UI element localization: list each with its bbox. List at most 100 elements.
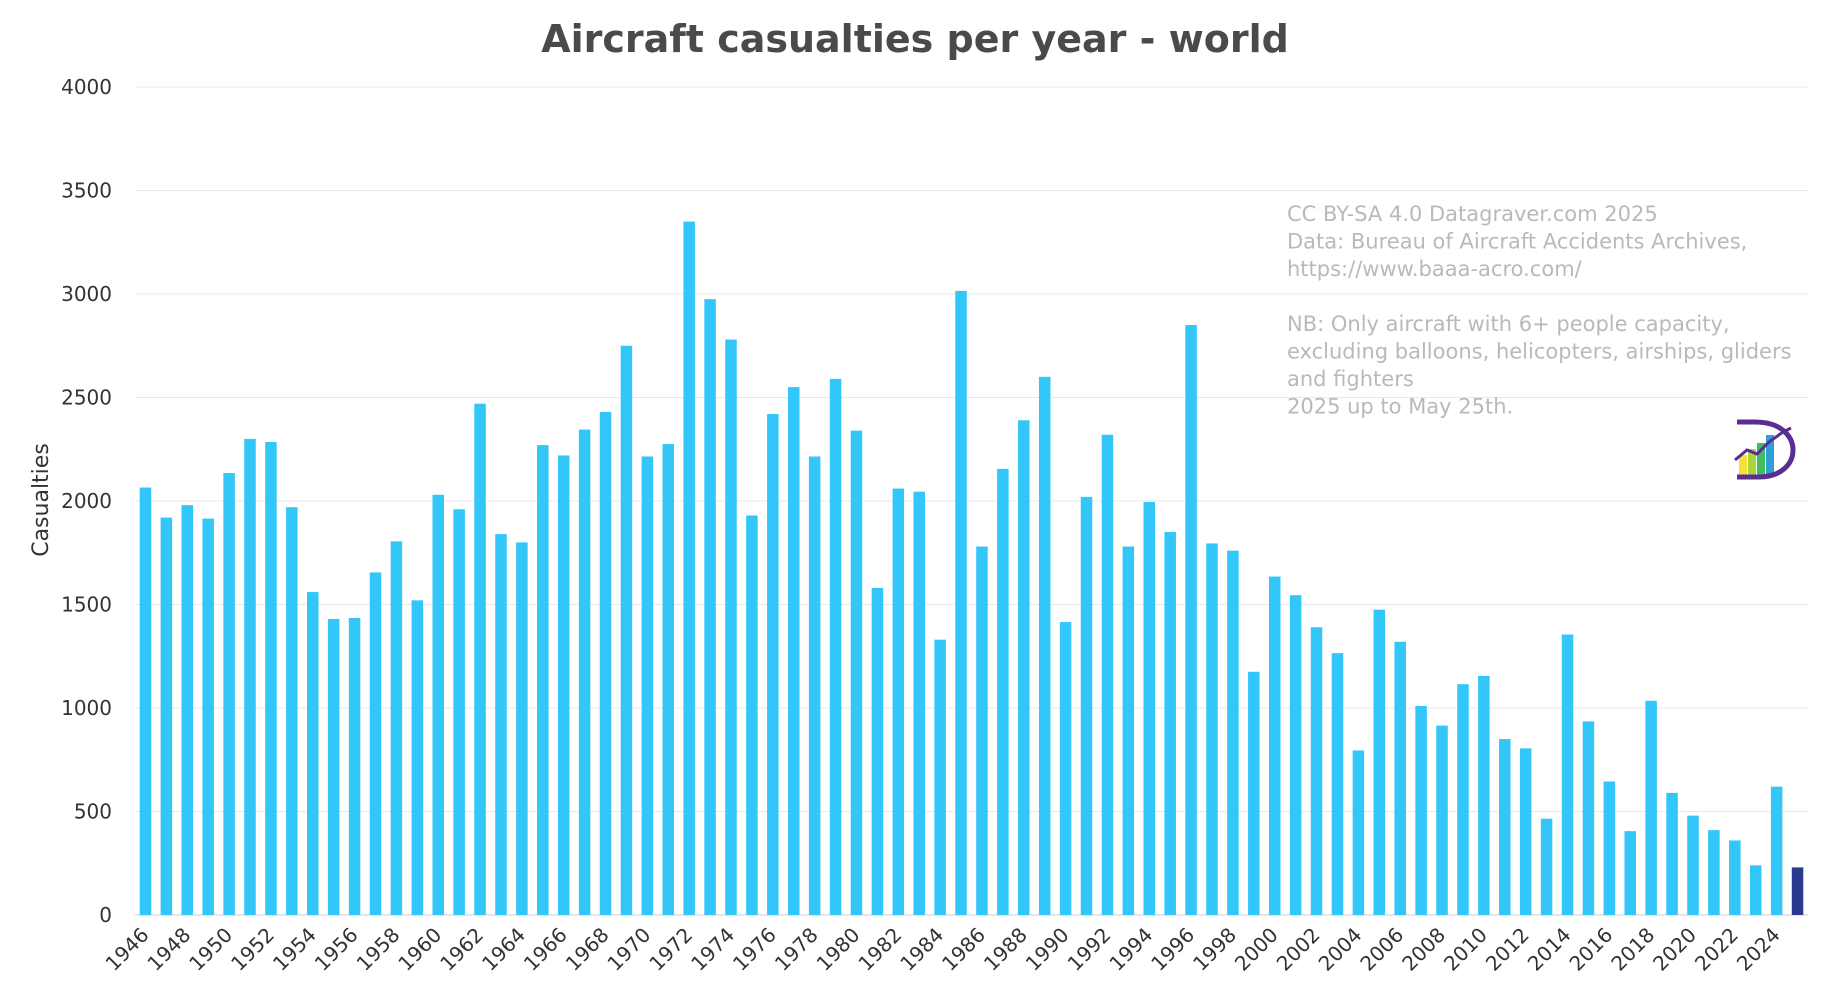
- bar-1972: [683, 221, 695, 916]
- bar-1977: [787, 387, 800, 915]
- bar-1990: [1059, 622, 1072, 915]
- bar-1959: [411, 600, 424, 915]
- bar-2018: [1645, 700, 1657, 915]
- y-tick-label: 2500: [61, 386, 112, 410]
- datagraver-logo: [1734, 419, 1796, 480]
- x-tick-label: 1992: [1063, 923, 1116, 976]
- y-tick-label: 1500: [61, 593, 112, 617]
- source-annotation: CC BY-SA 4.0 Datagraver.com 2025 Data: Bu…: [1287, 202, 1792, 419]
- bar-1974: [725, 339, 737, 915]
- bar-2010: [1478, 675, 1490, 915]
- bar-1999: [1248, 671, 1260, 915]
- bar-2012: [1519, 748, 1532, 915]
- bar-2014: [1561, 634, 1574, 915]
- bar-2002: [1310, 627, 1323, 915]
- chart-title: Aircraft casualties per year - world: [541, 17, 1289, 61]
- bar-2009: [1457, 684, 1469, 915]
- x-tick-label: 1996: [1146, 923, 1199, 976]
- x-tick-label: 1976: [728, 923, 781, 976]
- annotation-line: Data: Bureau of Aircraft Accidents Archi…: [1287, 230, 1747, 254]
- bar-2021: [1708, 830, 1720, 915]
- x-tick-label: 1970: [603, 923, 656, 976]
- logo-trend-line: [1734, 426, 1792, 462]
- x-tick-label: 1984: [895, 923, 948, 976]
- y-axis-ticks: 0 500 1000 1500 2000 2500 3000 3500 4000: [61, 75, 112, 927]
- x-tick-label: 1966: [519, 923, 572, 976]
- annotation-line: CC BY-SA 4.0 Datagraver.com 2025: [1287, 202, 1658, 226]
- bar-1957: [369, 572, 382, 915]
- x-tick-label: 2022: [1690, 923, 1743, 976]
- y-axis-label: Casualties: [29, 443, 54, 557]
- bar-2005: [1373, 609, 1386, 915]
- bar-1970: [641, 456, 654, 915]
- x-tick-label: 1952: [226, 923, 279, 976]
- x-tick-label: 1978: [770, 923, 823, 976]
- x-tick-label: 1958: [352, 923, 405, 976]
- bar-1953: [286, 507, 298, 915]
- x-tick-label: 1960: [393, 923, 446, 976]
- logo-bar: [1748, 449, 1756, 475]
- x-tick-label: 2024: [1732, 923, 1785, 976]
- bar-1996: [1185, 325, 1197, 915]
- bar-1952: [265, 442, 277, 915]
- bar-1960: [432, 494, 444, 915]
- x-tick-label: 2000: [1230, 923, 1283, 976]
- bar-1994: [1143, 502, 1156, 915]
- x-tick-label: 2008: [1397, 923, 1450, 976]
- bar-1987: [997, 468, 1009, 915]
- bar-1998: [1227, 550, 1239, 915]
- bar-1975: [746, 515, 758, 915]
- x-tick-label: 2016: [1564, 923, 1617, 976]
- bar-2017: [1624, 831, 1636, 915]
- bar-1992: [1101, 434, 1114, 915]
- x-tick-label: 1968: [561, 923, 614, 976]
- bar-2007: [1415, 705, 1427, 915]
- bar-1993: [1122, 546, 1135, 915]
- bar-1973: [704, 299, 716, 915]
- x-tick-label: 2010: [1439, 923, 1492, 976]
- x-tick-label: 1954: [268, 923, 321, 976]
- x-tick-label: 1982: [853, 923, 906, 976]
- bars: [139, 221, 1804, 916]
- bar-2020: [1687, 815, 1699, 915]
- bar-1958: [390, 541, 403, 915]
- bar-1967: [578, 429, 591, 915]
- x-tick-label: 1994: [1104, 923, 1157, 976]
- x-axis-ticks: 1946194819501952195419561958196019621964…: [101, 923, 1785, 976]
- bar-1956: [348, 617, 361, 915]
- x-tick-label: 1964: [477, 923, 530, 976]
- bar-1969: [620, 345, 633, 915]
- bar-1954: [307, 592, 319, 915]
- bar-1982: [892, 488, 905, 915]
- annotation-line: NB: Only aircraft with 6+ people capacit…: [1287, 312, 1730, 336]
- bar-2003: [1331, 653, 1344, 915]
- bar-1971: [662, 444, 675, 915]
- bar-1950: [223, 473, 235, 915]
- x-tick-label: 1980: [812, 923, 865, 976]
- bar-1964: [516, 542, 528, 915]
- logo-bar: [1739, 455, 1747, 475]
- bar-1978: [808, 456, 821, 915]
- x-tick-label: 2004: [1314, 923, 1367, 976]
- y-tick-label: 3000: [61, 282, 112, 306]
- y-tick-label: 3500: [61, 179, 112, 203]
- bar-2006: [1394, 641, 1406, 915]
- bar-2024: [1770, 786, 1783, 915]
- bar-1949: [202, 518, 214, 915]
- bar-2011: [1499, 739, 1511, 915]
- bar-1966: [557, 455, 570, 915]
- bar-2019: [1666, 792, 1678, 915]
- bar-2025: [1791, 867, 1804, 915]
- bar-1968: [599, 411, 612, 915]
- bar-1989: [1038, 376, 1051, 915]
- bar-1980: [850, 430, 863, 915]
- y-tick-label: 1000: [61, 696, 112, 720]
- bar-1961: [453, 509, 465, 915]
- bar-1985: [955, 290, 967, 915]
- bar-1947: [160, 517, 173, 915]
- bar-2016: [1603, 781, 1616, 915]
- x-tick-label: 1956: [310, 923, 363, 976]
- x-tick-label: 1988: [979, 923, 1032, 976]
- x-tick-label: 1990: [1021, 923, 1074, 976]
